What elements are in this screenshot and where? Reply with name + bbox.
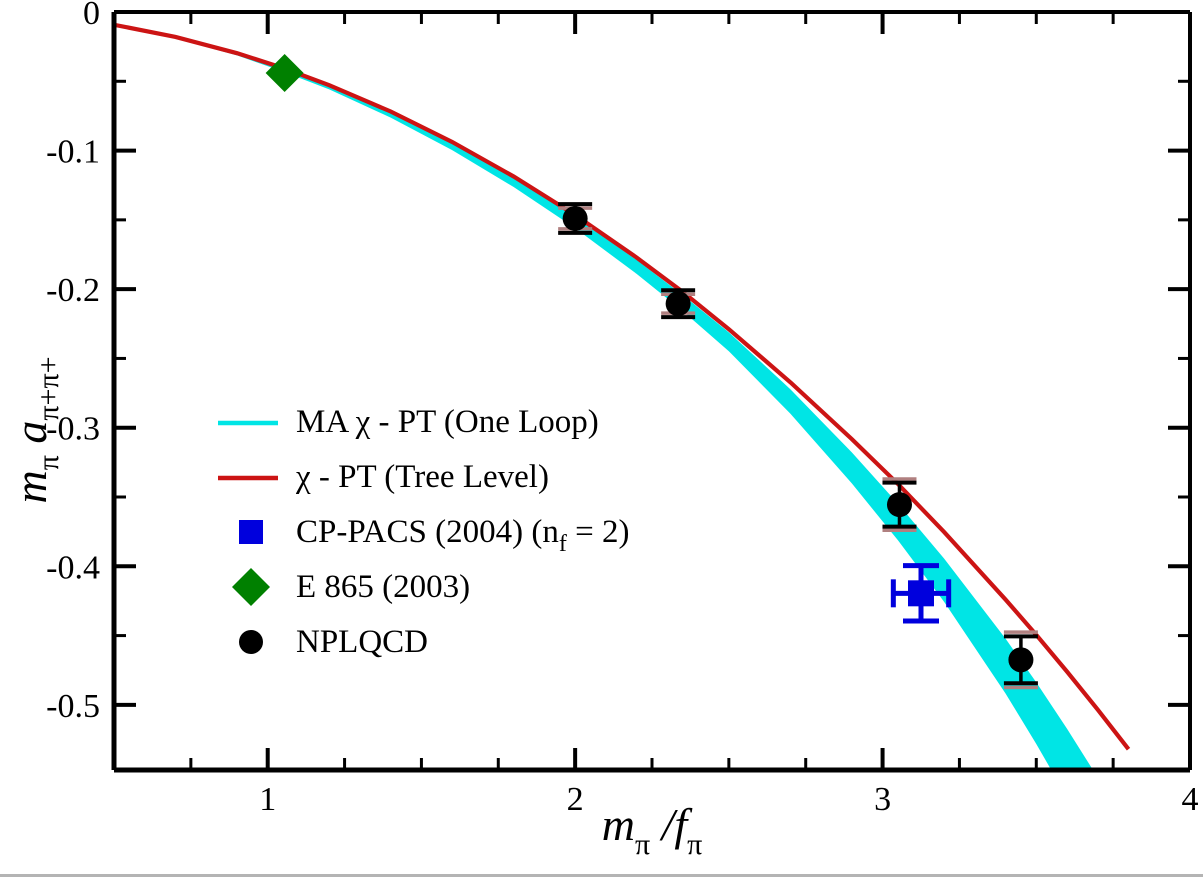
legend-item-ma-chi-pt[interactable]: MA χ - PT (One Loop) [218,404,599,440]
y-title-a-sub: π+π+ [32,356,65,420]
marker-circle [886,492,912,518]
data-point-circle [1003,630,1038,690]
y-tick-label: 0 [83,0,100,32]
y-axis-tick-labels: 0 -0.1 -0.2 -0.3 -0.4 -0.5 [46,0,100,725]
data-point-circle [558,202,593,235]
legend-item-chi-pt-tree[interactable]: χ - PT (Tree Level) [218,459,549,495]
legend-square-marker [239,520,263,544]
legend-item-e865[interactable]: E 865 (2003) [232,568,470,606]
x-title-m: m [602,799,635,850]
x-axis-title: mπ /fπ [602,799,703,861]
svg-text:mπ /fπ: mπ /fπ [602,799,703,861]
legend-label: E 865 (2003) [296,569,470,605]
legend-item-nplqcd[interactable]: NPLQCD [239,624,428,660]
marker-circle [1008,647,1034,673]
y-title-pi-sub: π [32,455,65,470]
plot-area-background [114,12,1190,770]
data-point-circle [661,288,696,320]
legend-item-cp-pacs[interactable]: CP-PACS (2004) (nf = 2) [239,514,629,557]
data-points-layer [265,53,1038,690]
x-title-slash: / [659,799,679,850]
x-axis-tick-labels: 1 2 3 4 [259,781,1198,818]
y-axis-title: mπ aπ+π+ [5,356,65,503]
data-point-diamond [265,53,304,92]
legend-diamond-marker [232,568,270,606]
marker-square [908,580,934,607]
legend-label: NPLQCD [296,624,428,660]
x-tick-label: 1 [259,781,276,818]
x-tick-label: 3 [874,781,891,818]
x-tick-label: 4 [1182,781,1199,818]
legend-label: χ - PT (Tree Level) [295,459,549,495]
marker-diamond [265,53,304,92]
y-tick-label: -0.2 [46,272,100,309]
y-tick-label: -0.3 [46,411,100,448]
y-tick-label: -0.4 [46,549,100,586]
window-bottom-strip [0,874,1203,884]
x-title-pi-sub-2: π [687,828,702,861]
chart-legend: MA χ - PT (One Loop) χ - PT (Tree Level) C… [218,404,629,660]
marker-circle [562,205,588,231]
marker-circle [665,291,691,317]
y-tick-label: -0.5 [46,688,100,725]
x-tick-label: 2 [567,781,584,818]
svg-text:mπ aπ+π+: mπ aπ+π+ [5,356,65,503]
data-point-square [890,563,952,624]
axis-ticks [114,12,1190,770]
y-tick-label: -0.1 [46,134,100,171]
legend-label: MA χ - PT (One Loop) [296,404,599,440]
x-title-pi-sub-1: π [635,828,650,861]
data-point-circle [882,477,917,533]
legend-label: CP-PACS (2004) (nf = 2) [296,514,629,557]
legend-circle-marker [239,630,263,654]
y-title-a: a [5,421,56,444]
y-title-m: m [5,470,56,503]
